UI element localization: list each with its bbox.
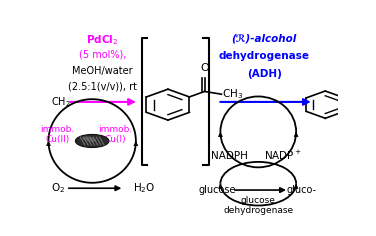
Text: immob.
Cu(I): immob. Cu(I) <box>99 125 133 144</box>
Text: O$_2$: O$_2$ <box>52 181 65 195</box>
Text: H$_2$O: H$_2$O <box>133 181 155 195</box>
Ellipse shape <box>76 135 109 148</box>
Ellipse shape <box>82 137 96 142</box>
Text: (2.5:1(v/v)), rt: (2.5:1(v/v)), rt <box>68 82 137 92</box>
Text: PdCl$_2$: PdCl$_2$ <box>86 33 118 47</box>
Text: NADP$^+$: NADP$^+$ <box>264 149 302 162</box>
Text: CH$_2$: CH$_2$ <box>52 95 71 109</box>
Text: CH$_3$: CH$_3$ <box>222 87 244 101</box>
Text: glucose
dehydrogenase: glucose dehydrogenase <box>223 196 293 215</box>
Text: dehydrogenase: dehydrogenase <box>218 51 309 61</box>
Text: (ℛ)-alcohol: (ℛ)-alcohol <box>232 34 297 44</box>
Text: glucose: glucose <box>199 185 236 195</box>
Text: O: O <box>200 63 209 73</box>
Text: (5 mol%),: (5 mol%), <box>79 49 126 59</box>
Text: gluco-: gluco- <box>287 185 317 195</box>
Text: (ADH): (ADH) <box>247 69 282 79</box>
Text: immob.
Cu(II): immob. Cu(II) <box>40 125 74 144</box>
Text: MeOH/water: MeOH/water <box>72 66 133 76</box>
Text: NADPH: NADPH <box>211 151 247 160</box>
